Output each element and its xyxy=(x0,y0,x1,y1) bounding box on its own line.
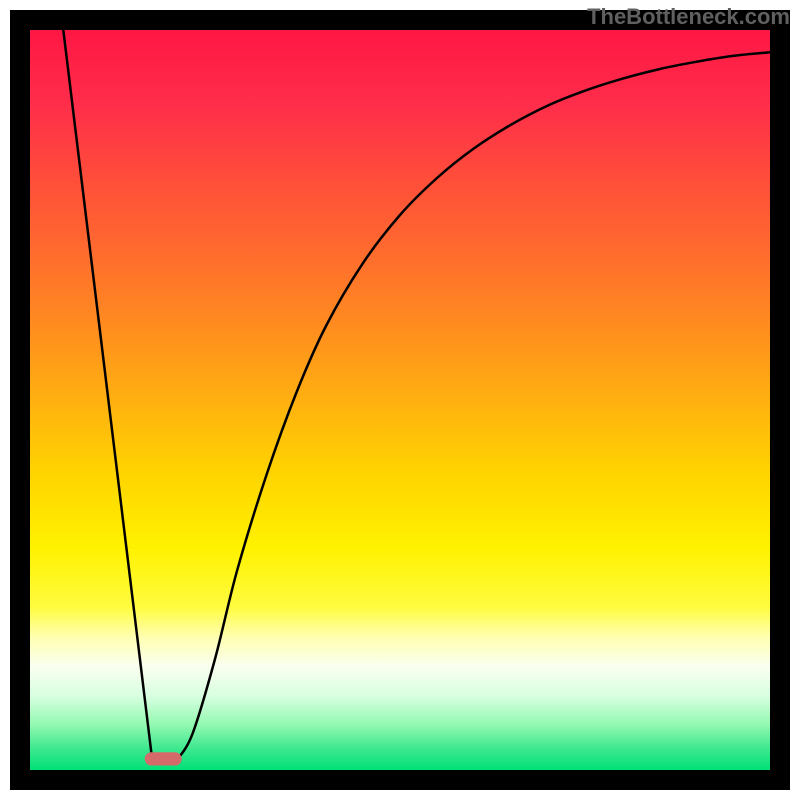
watermark-text: TheBottleneck.com xyxy=(587,4,790,30)
bottleneck-chart xyxy=(0,0,800,800)
chart-container: TheBottleneck.com xyxy=(0,0,800,800)
